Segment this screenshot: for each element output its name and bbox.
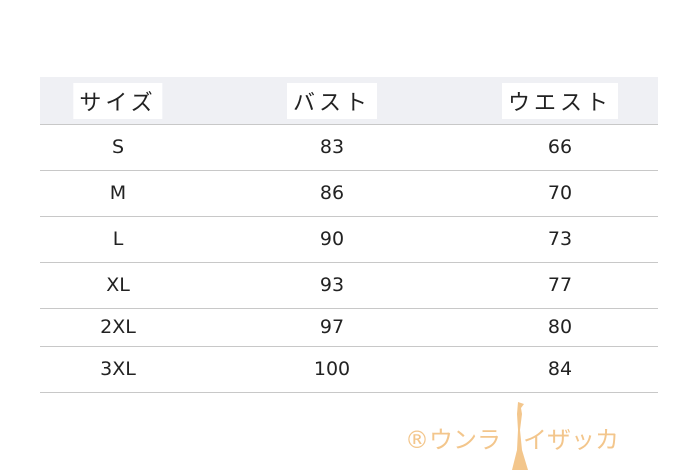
dress-figure-icon bbox=[512, 402, 528, 470]
cell-waist: 73 bbox=[547, 228, 573, 250]
cell-size: XL bbox=[106, 274, 130, 296]
cell-bust: 86 bbox=[319, 182, 345, 204]
cell-waist: 70 bbox=[547, 182, 573, 204]
table-row: 3XL 100 84 bbox=[40, 346, 658, 393]
cell-bust: 83 bbox=[319, 136, 345, 158]
header-waist: ウエスト bbox=[501, 83, 619, 119]
header-bust: バスト bbox=[286, 83, 378, 119]
table-row: M 86 70 bbox=[40, 170, 658, 217]
watermark-text-left: ®ウンラ bbox=[405, 426, 501, 454]
cell-bust: 90 bbox=[319, 228, 345, 250]
table-row: 2XL 97 80 bbox=[40, 308, 658, 347]
cell-size: 3XL bbox=[100, 358, 136, 380]
cell-waist: 84 bbox=[547, 358, 573, 380]
watermark-logo: ®ウンラ イザッカ bbox=[405, 420, 619, 455]
cell-bust: 100 bbox=[313, 358, 351, 380]
table-row: L 90 73 bbox=[40, 216, 658, 263]
cell-waist: 77 bbox=[547, 274, 573, 296]
cell-size: L bbox=[112, 228, 124, 250]
cell-size: S bbox=[111, 136, 125, 158]
cell-waist: 80 bbox=[547, 316, 573, 338]
table-row: S 83 66 bbox=[40, 124, 658, 171]
header-size: サイズ bbox=[73, 83, 163, 119]
table-row: XL 93 77 bbox=[40, 262, 658, 309]
table-header: サイズ バスト ウエスト bbox=[40, 77, 658, 125]
cell-size: 2XL bbox=[100, 316, 136, 338]
cell-waist: 66 bbox=[547, 136, 573, 158]
cell-size: M bbox=[109, 182, 127, 204]
cell-bust: 93 bbox=[319, 274, 345, 296]
watermark-text-right: イザッカ bbox=[523, 426, 619, 454]
cell-bust: 97 bbox=[319, 316, 345, 338]
